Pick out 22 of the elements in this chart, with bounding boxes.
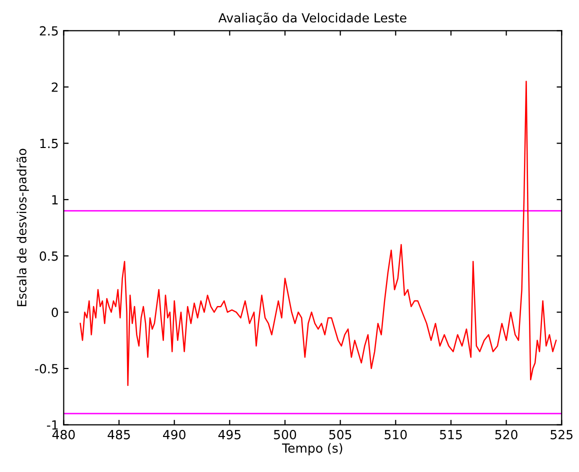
- x-tick-label: 505: [329, 430, 352, 440]
- x-tick-label: 490: [163, 430, 186, 440]
- line-series: [80, 80, 557, 386]
- y-tick-label: 2: [52, 82, 58, 92]
- x-axis-title: Tempo (s): [282, 443, 342, 456]
- y-tick-label: 1.5: [40, 138, 58, 148]
- chart-title: Avaliação da Velocidade Leste: [218, 12, 406, 25]
- x-tick-label: 510: [384, 430, 407, 440]
- x-tick-label: 500: [274, 430, 296, 440]
- x-tick-label: 515: [440, 430, 462, 440]
- y-tick-label: 1: [52, 195, 58, 204]
- x-tick-label: 520: [495, 430, 518, 440]
- x-tick-label: 480: [52, 430, 75, 440]
- y-tick-label: 2.5: [40, 26, 58, 36]
- y-tick-label: -1: [46, 420, 58, 430]
- x-tick-label: 525: [550, 430, 572, 440]
- y-axis-title: Escala de desvios-padrão: [16, 148, 29, 306]
- x-tick-label: 495: [218, 430, 241, 440]
- x-tick-label: 485: [108, 430, 130, 440]
- y-tick-label: 0: [52, 308, 58, 318]
- y-tick-label: 0.5: [40, 251, 58, 261]
- y-tick-label: -0.5: [35, 364, 58, 374]
